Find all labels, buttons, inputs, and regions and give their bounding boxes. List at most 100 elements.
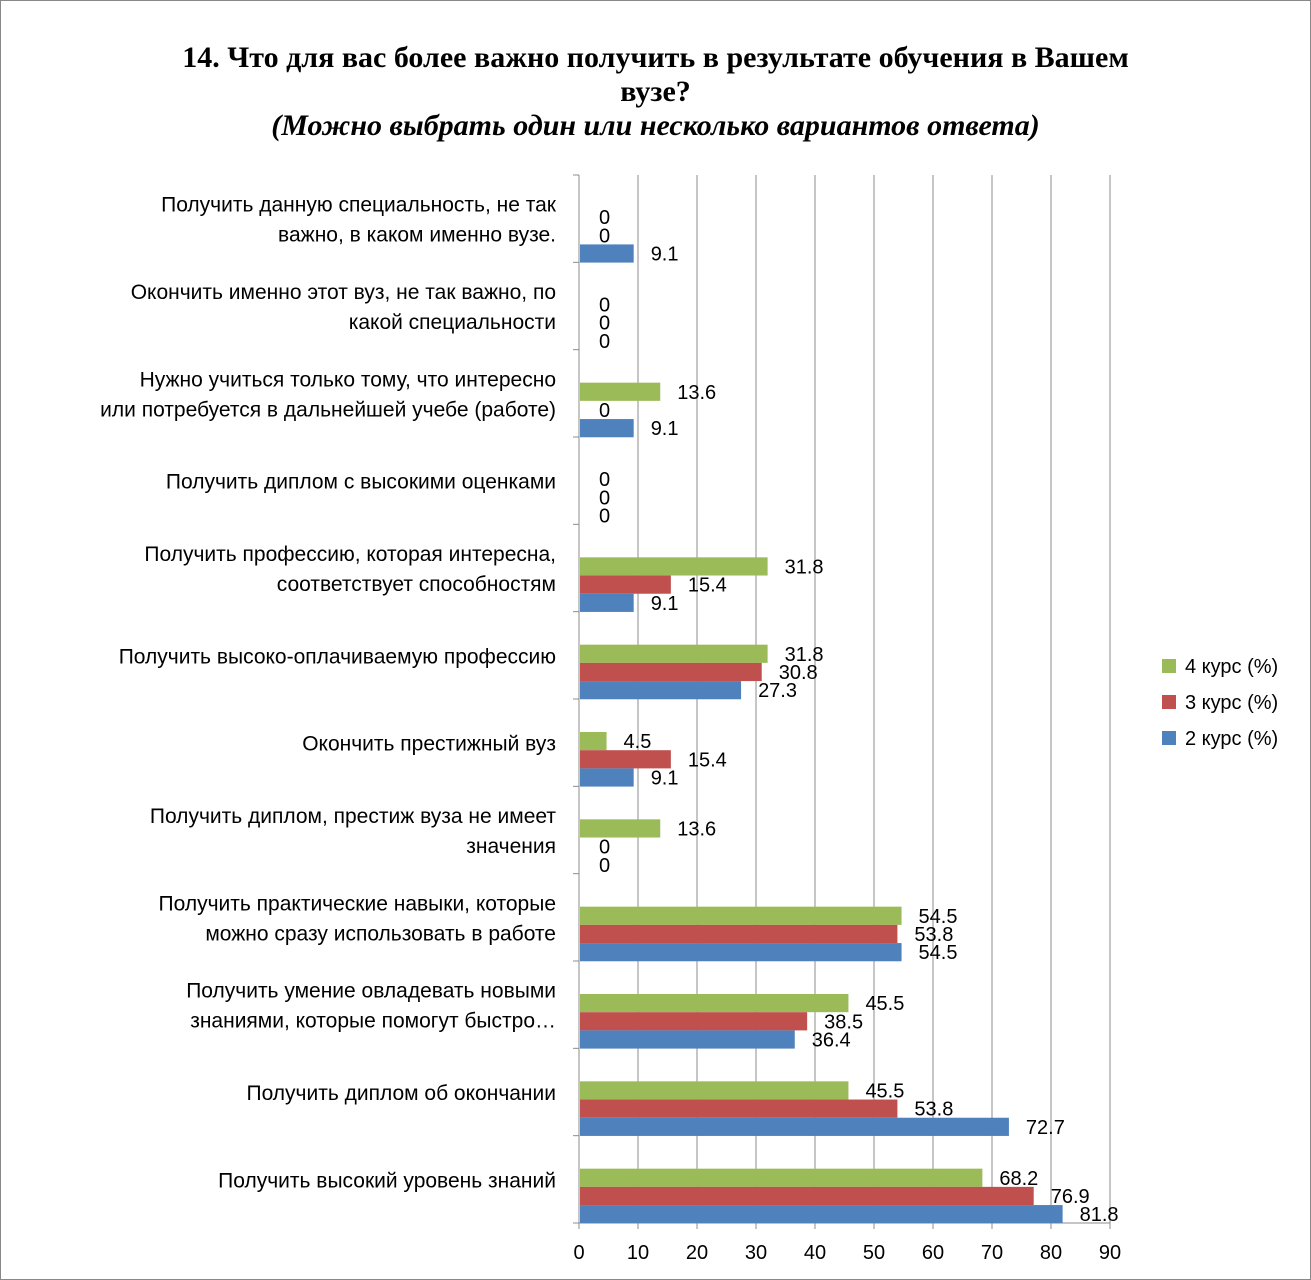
legend-swatch: [1162, 659, 1176, 673]
bar-3-курс-: [580, 750, 671, 769]
bar-3-курс-: [580, 662, 762, 682]
x-tick-label: 50: [863, 1242, 885, 1264]
category-label: Получить диплом с высокими оценками: [166, 471, 556, 494]
bar-2-курс-: [580, 244, 634, 263]
bar-2-курс-: [580, 419, 634, 438]
category-label: можно сразу использовать в работе: [205, 922, 556, 945]
bar-4-курс-: [580, 1081, 849, 1100]
bar-4-курс-: [580, 994, 849, 1013]
category-label: Нужно учиться только тому, что интересно: [140, 368, 556, 391]
category-label: соответствует способностям: [277, 573, 556, 596]
category-label: Получить профессию, которая интересна,: [144, 543, 556, 566]
legend-label: 4 курс (%): [1185, 656, 1278, 678]
data-label: 9.1: [651, 244, 679, 266]
bar-4-курс-: [580, 644, 768, 663]
x-tick-label: 0: [573, 1242, 584, 1264]
category-label: Получить данную специальность, не так: [161, 194, 557, 217]
category-label: значения: [466, 835, 556, 858]
bar-2-курс-: [580, 593, 634, 612]
category-label: Окончить именно этот вуз, не так важно, …: [131, 281, 556, 304]
data-label: 0: [599, 487, 610, 509]
data-label: 36.4: [812, 1030, 851, 1052]
data-label: 15.4: [688, 575, 727, 597]
data-label: 0: [599, 400, 610, 422]
legend-label: 2 курс (%): [1185, 728, 1278, 750]
data-label: 9.1: [651, 593, 679, 615]
data-label: 54.5: [919, 942, 958, 964]
data-label: 0: [599, 506, 610, 528]
category-label: или потребуется в дальнейшей учебе (рабо…: [100, 398, 556, 421]
bar-4-курс-: [580, 819, 661, 838]
category-label: Окончить престижный вуз: [302, 733, 556, 756]
bar-4-курс-: [580, 906, 902, 925]
x-tick-label: 20: [686, 1242, 708, 1264]
data-label: 45.5: [865, 1080, 904, 1102]
data-label: 0: [599, 855, 610, 877]
category-label: знаниями, которые помогут быстро…: [190, 1010, 556, 1033]
bar-3-курс-: [580, 1012, 808, 1031]
data-label: 0: [599, 207, 610, 229]
data-label: 4.5: [624, 731, 652, 753]
data-label: 13.6: [677, 818, 716, 840]
data-label: 9.1: [651, 418, 679, 440]
x-tick-label: 40: [804, 1242, 826, 1264]
category-label: Получить высоко-оплачиваемую профессию: [119, 645, 556, 668]
category-label: Получить умение овладевать новыми: [186, 980, 556, 1003]
bar-3-курс-: [580, 575, 671, 594]
category-label: Получить диплом, престиж вуза не имеет: [150, 805, 556, 828]
data-label: 0: [599, 294, 610, 316]
data-label: 27.3: [758, 680, 797, 702]
data-label: 0: [599, 469, 610, 491]
data-label: 0: [599, 225, 610, 247]
data-label: 68.2: [999, 1168, 1038, 1190]
bar-4-курс-: [580, 557, 768, 576]
x-tick-label: 60: [922, 1242, 944, 1264]
data-label: 45.5: [865, 993, 904, 1015]
legend-label: 3 курс (%): [1185, 692, 1278, 714]
data-label: 13.6: [677, 382, 716, 404]
bar-4-курс-: [580, 732, 607, 751]
data-label: 53.8: [914, 1099, 953, 1121]
data-label: 76.9: [1051, 1186, 1090, 1208]
data-label: 0: [599, 313, 610, 335]
x-tick-label: 30: [745, 1242, 767, 1264]
data-label: 0: [599, 837, 610, 859]
data-label: 15.4: [688, 749, 727, 771]
bar-3-курс-: [580, 924, 898, 944]
bar-2-курс-: [580, 1117, 1009, 1136]
data-label: 30.8: [779, 662, 818, 684]
category-label: какой специальности: [349, 311, 556, 334]
data-label: 38.5: [824, 1011, 863, 1033]
x-tick-label: 70: [981, 1242, 1003, 1264]
data-label: 81.8: [1080, 1204, 1119, 1226]
x-tick-label: 10: [627, 1242, 649, 1264]
bar-2-курс-: [580, 1030, 795, 1049]
bar-3-курс-: [580, 1099, 898, 1118]
x-tick-label: 80: [1040, 1242, 1062, 1264]
data-label: 31.8: [785, 644, 824, 666]
bar-2-курс-: [580, 1205, 1063, 1224]
bar-2-курс-: [580, 681, 742, 700]
bar-4-курс-: [580, 382, 661, 401]
data-label: 54.5: [919, 906, 958, 928]
data-label: 72.7: [1026, 1117, 1065, 1139]
category-label: Получить практические навыки, которые: [159, 892, 556, 915]
x-tick-label: 90: [1099, 1242, 1121, 1264]
data-label: 0: [599, 331, 610, 353]
bar-3-курс-: [580, 1186, 1034, 1206]
category-label: Получить высокий уровень знаний: [218, 1169, 556, 1192]
bar-4-курс-: [580, 1168, 983, 1187]
data-label: 53.8: [914, 924, 953, 946]
legend-swatch: [1162, 695, 1176, 709]
legend-swatch: [1162, 731, 1176, 745]
chart-subtitle: (Можно выбрать один или несколько вариан…: [271, 109, 1040, 142]
bar-2-курс-: [580, 768, 634, 787]
category-label: Получить диплом об окончании: [246, 1082, 556, 1105]
data-label: 9.1: [651, 768, 679, 790]
bar-2-курс-: [580, 943, 902, 962]
data-label: 31.8: [785, 556, 824, 578]
category-label: важно, в каком именно вузе.: [278, 224, 556, 247]
chart-title-line-2: вузе?: [620, 75, 691, 108]
